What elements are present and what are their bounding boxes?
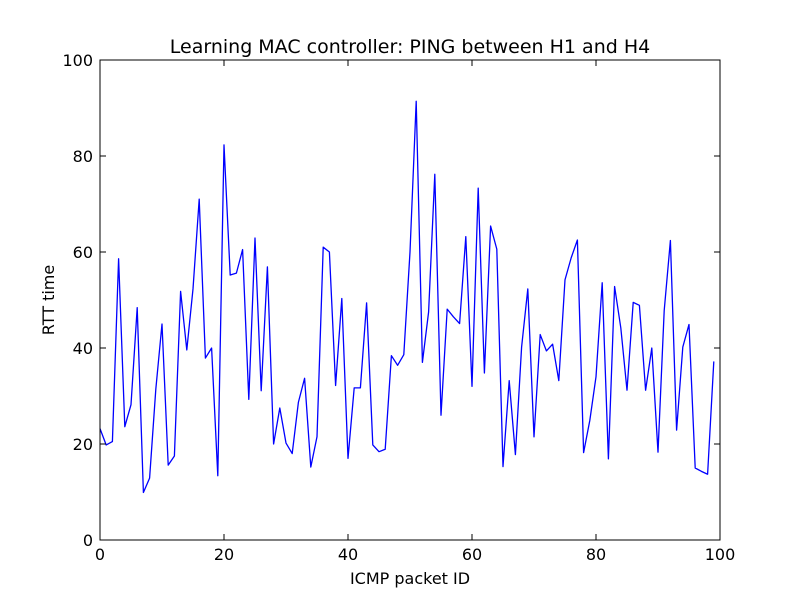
x-tick-label: 100 (705, 545, 736, 564)
y-tick-label: 60 (73, 243, 93, 262)
x-tick-label: 60 (462, 545, 482, 564)
y-tick-label: 20 (73, 435, 93, 454)
x-tick-label: 0 (95, 545, 105, 564)
chart-title: Learning MAC controller: PING between H1… (170, 36, 650, 58)
y-tick-label: 40 (73, 339, 93, 358)
ticks-layer: 0 20 40 60 80 100 0 20 40 60 80 100 (62, 51, 735, 564)
x-tick-label: 40 (338, 545, 358, 564)
y-tick-label: 80 (73, 147, 93, 166)
x-axis-label: ICMP packet ID (350, 569, 470, 588)
y-axis-label: RTT time (39, 265, 58, 335)
series-line (99, 100, 715, 494)
plot-frame (99, 59, 721, 541)
x-tick-label: 80 (586, 545, 606, 564)
y-tick-label: 100 (62, 51, 93, 70)
series-layer (99, 100, 715, 494)
x-tick-label: 20 (214, 545, 234, 564)
y-tick-label: 0 (83, 531, 93, 550)
